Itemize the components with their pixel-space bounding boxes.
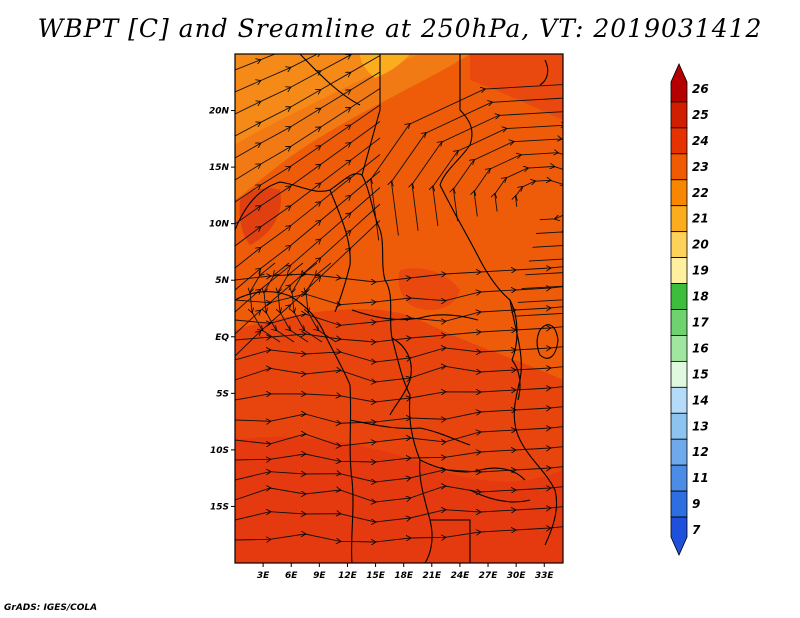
colorbar-label: 14 (692, 393, 709, 407)
colorbar-segment (670, 101, 688, 129)
colorbar-segment (670, 309, 688, 336)
border-10 (511, 359, 521, 401)
colorbar-segment (670, 516, 688, 556)
colorbar-segment (670, 205, 688, 233)
colorbar-segment (670, 231, 688, 259)
lon-tick-label: 15E (366, 571, 386, 581)
colorbar-label: 18 (692, 290, 709, 304)
colorbar-segment (670, 283, 688, 310)
colorbar-label: 21 (692, 212, 709, 226)
border-11 (430, 519, 471, 563)
colorbar-label: 7 (692, 523, 701, 537)
lon-tick-label: 3E (257, 571, 270, 581)
colorbar-segment (670, 464, 688, 492)
map-plot-area (235, 54, 563, 563)
colorbar: 26 25 24 23 22 21 20 19 18 17 16 15 14 13 12 11 9 7 (670, 63, 709, 556)
streamline (235, 526, 563, 542)
colorbar-segment (670, 257, 688, 284)
map-title: WBPT [C] and Sreamline at 250hPa, VT: 20… (37, 14, 763, 43)
lon-tick-label: 12E (338, 571, 358, 581)
colorbar-label: 15 (692, 367, 709, 381)
colorbar-label: 17 (692, 315, 709, 329)
coastline-east (509, 299, 558, 546)
streamline (235, 326, 563, 342)
border-12 (469, 489, 531, 503)
lon-tick-label: 18E (394, 571, 414, 581)
border-5 (329, 189, 351, 313)
lat-tick-label: 10S (210, 446, 229, 456)
colorbar-label: 19 (692, 264, 709, 278)
streamline-swirl (371, 84, 563, 317)
latitude-axis: 20N 15N 10N 5N EQ 5S 10S 15S (209, 107, 235, 512)
lat-tick-label: 15S (210, 502, 229, 512)
colorbar-label: 26 (692, 82, 709, 96)
lon-tick-label: 30E (507, 571, 527, 581)
colorbar-segment (670, 127, 688, 155)
streamlines (235, 54, 563, 542)
lon-tick-label: 9E (313, 571, 326, 581)
colorbar-segment (670, 490, 688, 518)
streamline (235, 506, 563, 522)
country-boundaries (235, 54, 559, 563)
lat-tick-label: EQ (215, 333, 229, 343)
colorbar-label: 12 (692, 445, 709, 459)
colorbar-label: 9 (692, 497, 700, 511)
colorbar-label: 22 (692, 186, 709, 200)
colorbar-label: 24 (692, 134, 709, 148)
lon-tick-label: 24E (451, 571, 471, 581)
lat-tick-label: 20N (209, 107, 230, 117)
colorbar-segment (670, 412, 688, 440)
colorbar-segment (670, 386, 688, 414)
credit-text: GrADS: IGES/COLA (4, 603, 98, 613)
colorbar-label: 11 (692, 471, 709, 485)
border-8 (349, 419, 471, 446)
border-6 (351, 309, 479, 321)
border-9 (419, 459, 526, 481)
lat-tick-label: 10N (209, 220, 230, 230)
coastline-gulf (235, 291, 354, 563)
streamline (235, 426, 563, 446)
coastline-west (235, 173, 433, 563)
border-13 (539, 59, 549, 86)
colorbar-segment (670, 179, 688, 207)
lon-tick-label: 33E (535, 571, 555, 581)
border-1 (361, 54, 381, 176)
colorbar-segment (670, 360, 688, 388)
longitude-axis: 3E 6E 9E 12E 15E 18E 21E 24E 27E 30E 33E (257, 563, 555, 581)
streamline (235, 486, 563, 502)
colorbar-segment (670, 63, 688, 103)
streamline (235, 346, 563, 362)
lon-tick-label: 21E (422, 571, 442, 581)
lon-tick-label: 27E (479, 571, 499, 581)
streamline-curve (306, 262, 337, 343)
lat-tick-label: 15N (209, 163, 230, 173)
streamline (235, 466, 563, 482)
map-frame (234, 53, 564, 564)
colorbar-label: 16 (692, 341, 709, 355)
lat-tick-label: 5N (215, 276, 229, 286)
colorbar-label: 20 (692, 238, 709, 252)
streamline (235, 446, 563, 462)
lake-victoria (536, 324, 559, 359)
lon-tick-label: 6E (285, 571, 298, 581)
colorbar-segment (670, 335, 688, 362)
colorbar-segment (670, 153, 688, 181)
border-7 (389, 337, 412, 416)
colorbar-label: 13 (692, 419, 709, 433)
lat-tick-label: 5S (216, 389, 229, 399)
border-3 (439, 184, 518, 361)
border-4 (299, 54, 361, 106)
border-2 (439, 54, 473, 186)
colorbar-label: 25 (692, 108, 709, 122)
colorbar-label: 23 (692, 160, 709, 174)
colorbar-segment (670, 438, 688, 466)
